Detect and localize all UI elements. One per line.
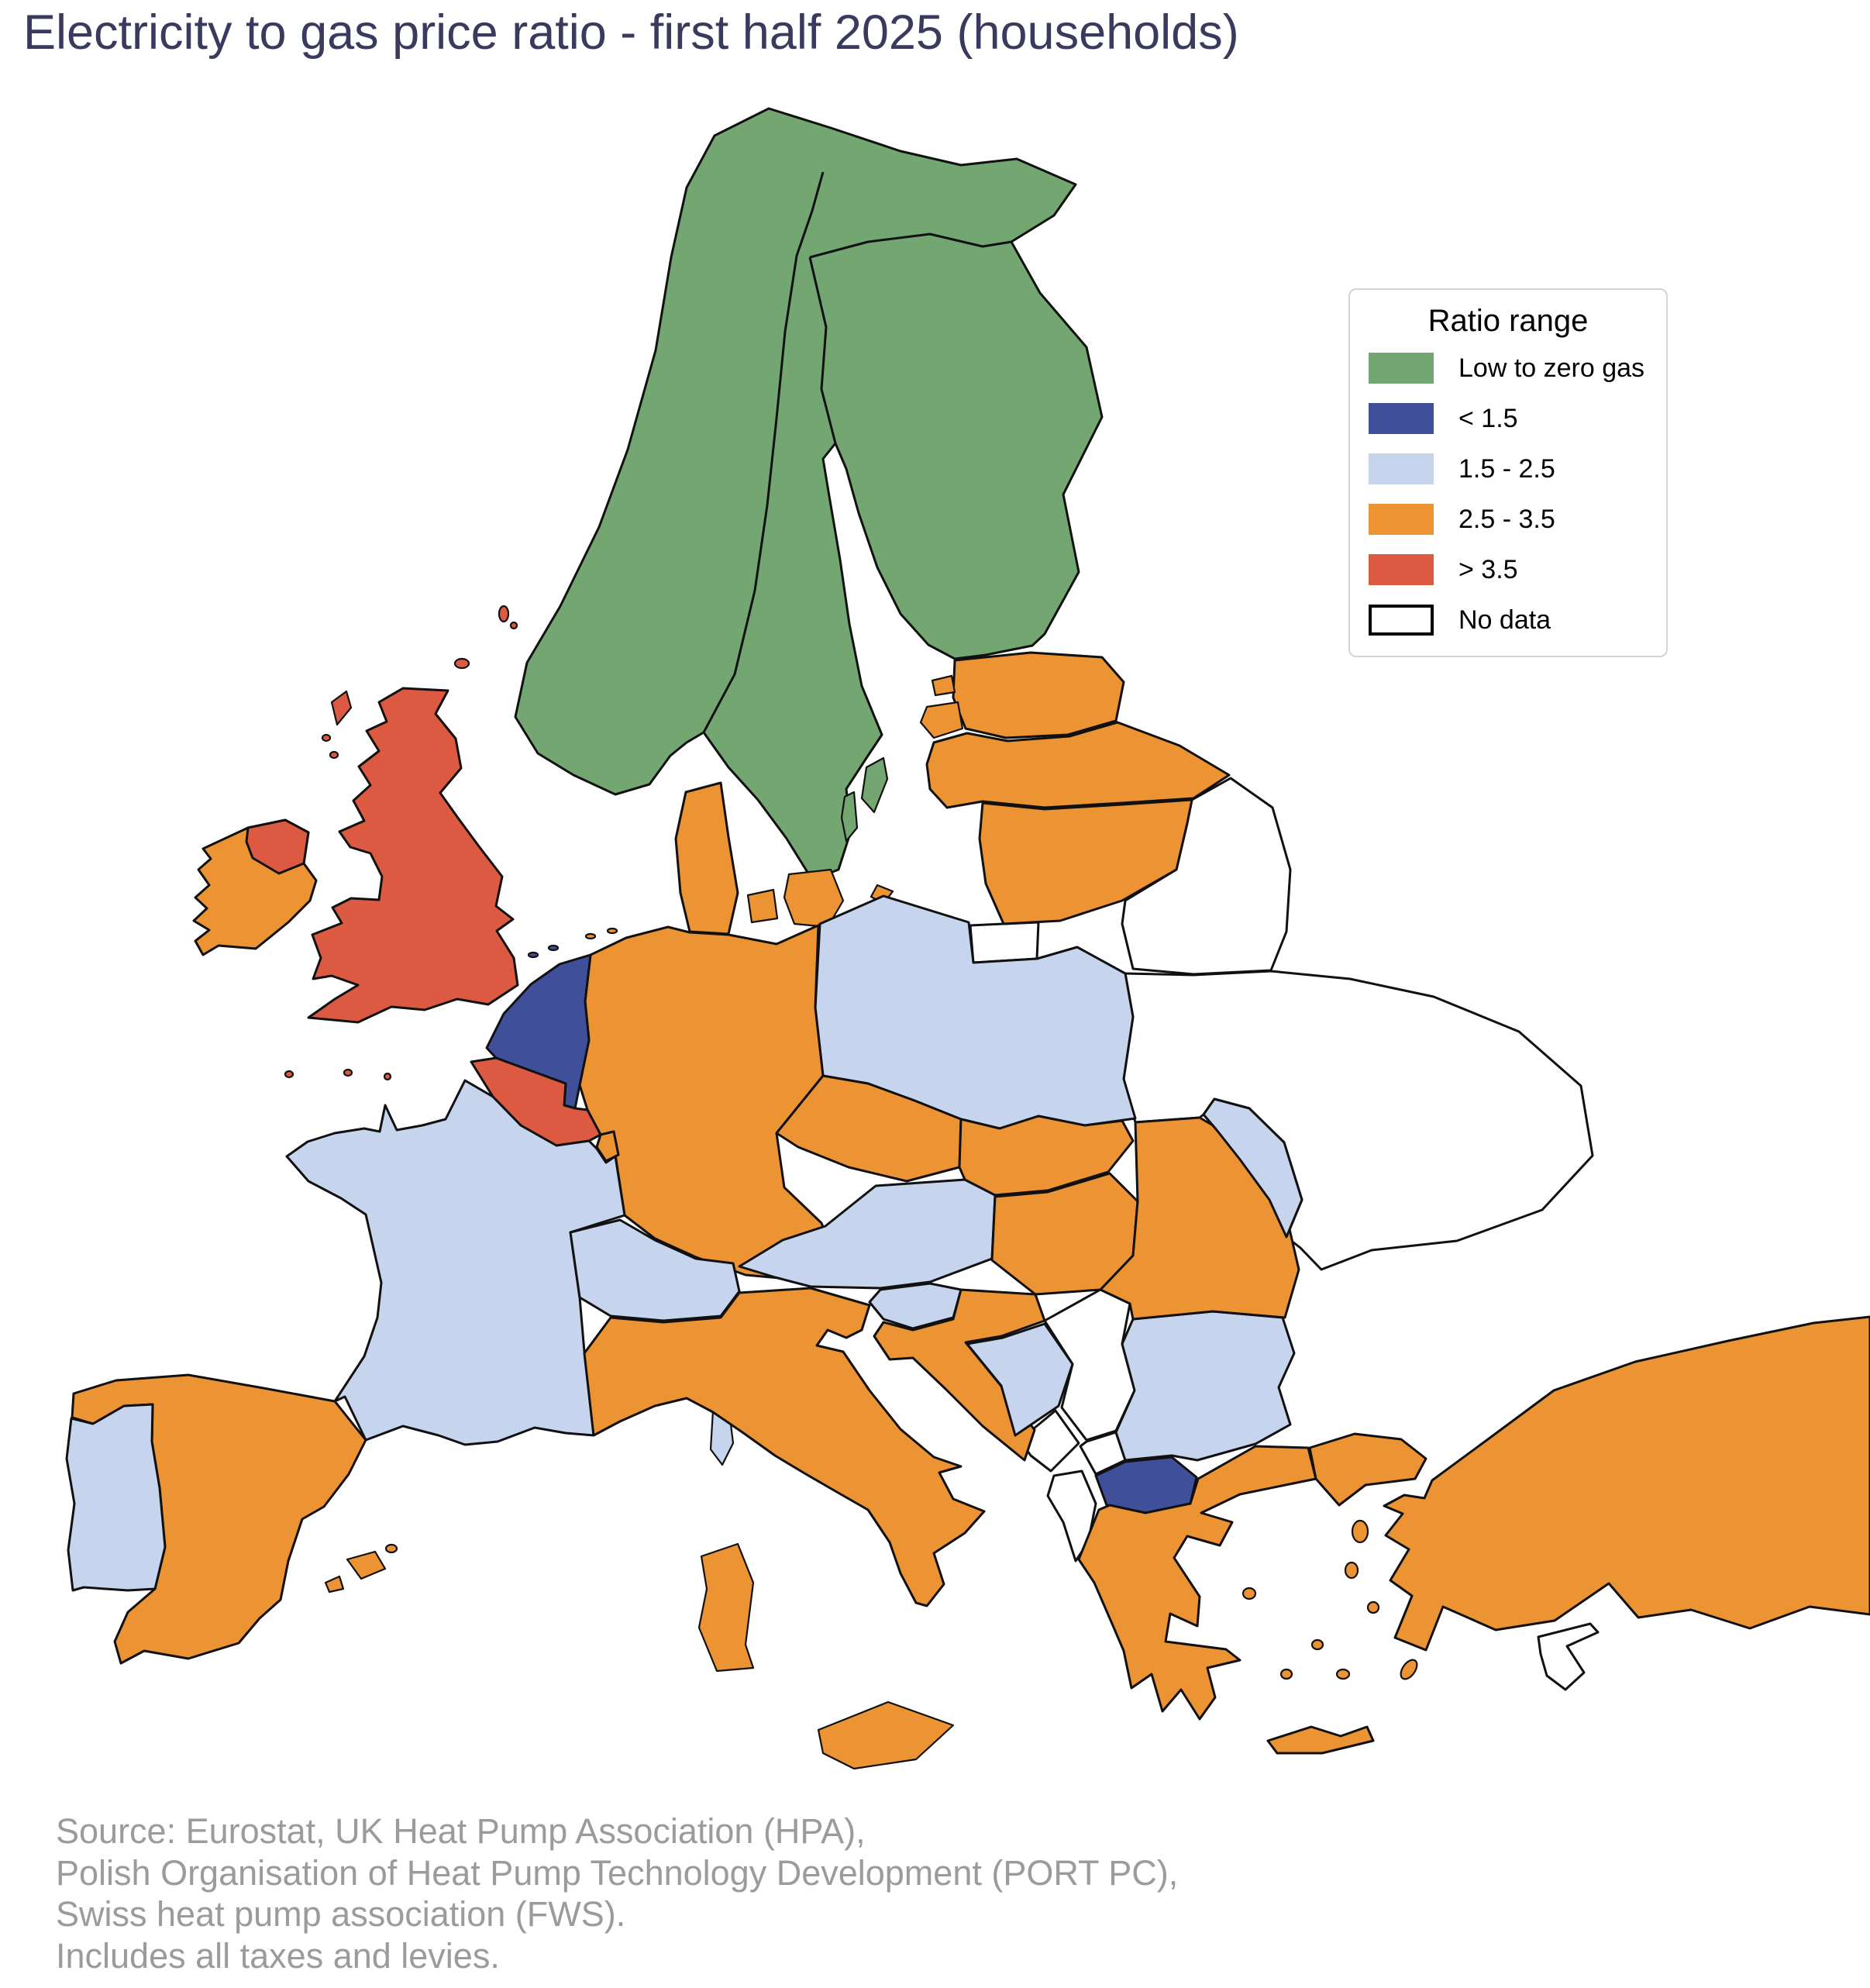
source-line-2: Polish Organisation of Heat Pump Technol… bbox=[56, 1852, 1179, 1893]
legend-item-low-zero-gas: Low to zero gas bbox=[1369, 353, 1648, 384]
country-slovenia bbox=[868, 1282, 963, 1330]
border-norway-finland bbox=[809, 233, 1012, 259]
legend-title: Ratio range bbox=[1427, 304, 1589, 338]
country-kosovo bbox=[1079, 1431, 1127, 1476]
country-bosnia bbox=[966, 1322, 1074, 1437]
source-line-4: Includes all taxes and levies. bbox=[56, 1935, 500, 1976]
legend-label: 2.5 - 3.5 bbox=[1458, 504, 1555, 534]
legend-label: No data bbox=[1458, 605, 1551, 635]
uk-small-islands bbox=[284, 605, 518, 1081]
legend-label: > 3.5 bbox=[1458, 554, 1518, 584]
legend-item-1-5-2-5: 1.5 - 2.5 bbox=[1369, 453, 1648, 484]
country-switzerland bbox=[569, 1218, 741, 1322]
island-crete bbox=[1266, 1725, 1375, 1755]
country-cyprus bbox=[1537, 1622, 1600, 1691]
island-hiiumaa bbox=[931, 674, 956, 697]
country-kaliningrad bbox=[969, 921, 1040, 964]
legend-item-gt-3-5: > 3.5 bbox=[1369, 554, 1648, 585]
legend-swatch-darkblue bbox=[1369, 403, 1434, 434]
country-turkey-thrace bbox=[1308, 1432, 1427, 1507]
island-funen bbox=[746, 888, 779, 924]
country-france bbox=[285, 1079, 626, 1446]
country-czechia bbox=[775, 1074, 963, 1183]
page-title: Electricity to gas price ratio - first h… bbox=[23, 5, 1239, 60]
island-ibiza bbox=[324, 1575, 345, 1594]
legend-swatch-nodata bbox=[1369, 605, 1434, 636]
country-denmark bbox=[674, 781, 739, 935]
island-saaremaa bbox=[919, 701, 964, 739]
island-menorca bbox=[384, 1543, 398, 1554]
legend-swatch-lightblue bbox=[1369, 453, 1434, 484]
country-lithuania bbox=[978, 798, 1193, 925]
country-estonia bbox=[952, 651, 1125, 739]
border-sweden-finland bbox=[808, 257, 837, 444]
country-croatia bbox=[873, 1288, 1046, 1462]
legend-label: 1.5 - 2.5 bbox=[1458, 453, 1555, 484]
legend: Ratio range Low to zero gas < 1.5 1.5 - … bbox=[1348, 288, 1668, 657]
country-turkey bbox=[1383, 1315, 1870, 1652]
island-oland bbox=[840, 791, 859, 842]
country-northern-ireland bbox=[245, 818, 310, 875]
country-bulgaria bbox=[1114, 1310, 1296, 1462]
border-norway-sweden bbox=[702, 171, 825, 733]
source-line-1: Source: Eurostat, UK Heat Pump Associati… bbox=[56, 1811, 866, 1851]
legend-item-lt-1-5: < 1.5 bbox=[1369, 403, 1648, 434]
country-scandinavia bbox=[514, 107, 1104, 881]
country-greece bbox=[1077, 1445, 1317, 1721]
country-slovakia bbox=[958, 1115, 1135, 1197]
source-note: Source: Eurostat, UK Heat Pump Associati… bbox=[56, 1811, 1178, 1976]
aegean-islands bbox=[1242, 1519, 1418, 1680]
country-italy bbox=[583, 1287, 986, 1607]
legend-item-2-5-3-5: 2.5 - 3.5 bbox=[1369, 504, 1648, 535]
country-montenegro bbox=[1018, 1409, 1080, 1473]
legend-label: < 1.5 bbox=[1458, 403, 1518, 433]
source-line-3: Swiss heat pump association (FWS). bbox=[56, 1894, 626, 1935]
legend-swatch-red bbox=[1369, 554, 1434, 585]
legend-item-no-data: No data bbox=[1369, 605, 1648, 636]
wadden-islands bbox=[527, 927, 618, 959]
island-sardinia bbox=[697, 1542, 755, 1673]
country-latvia bbox=[925, 721, 1231, 809]
country-united-kingdom bbox=[307, 687, 519, 1024]
legend-label: Low to zero gas bbox=[1458, 353, 1645, 383]
legend-swatch-green bbox=[1369, 353, 1434, 384]
island-gotland bbox=[860, 756, 889, 814]
island-hebrides bbox=[330, 690, 353, 726]
island-mallorca bbox=[346, 1550, 387, 1580]
country-portugal bbox=[65, 1403, 167, 1592]
country-moldova bbox=[1202, 1097, 1303, 1239]
island-sicily bbox=[817, 1700, 955, 1770]
legend-swatch-orange bbox=[1369, 504, 1434, 535]
